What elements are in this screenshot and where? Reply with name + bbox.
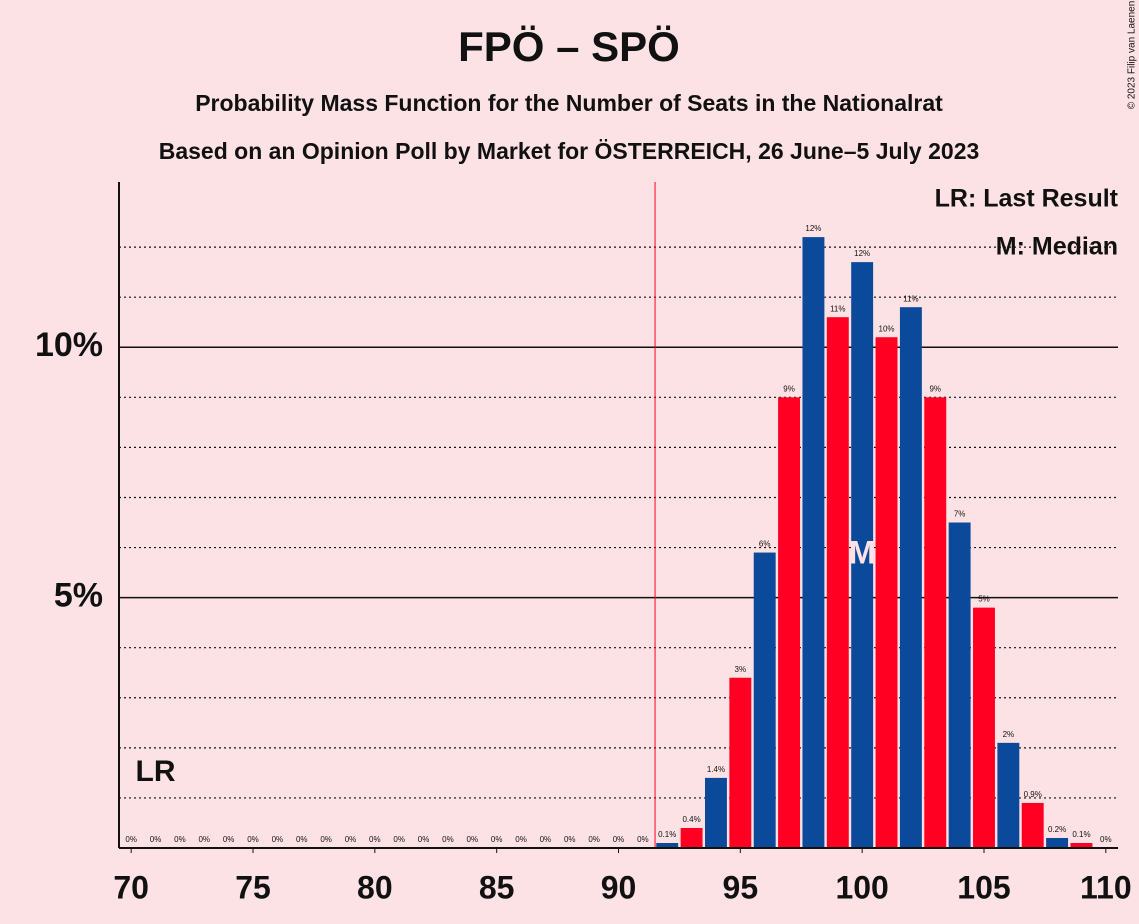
- bar: [680, 827, 703, 848]
- value-label: 0%: [369, 835, 381, 844]
- bar: [729, 677, 752, 848]
- x-tick-label: 85: [479, 869, 515, 905]
- value-label: 0%: [198, 835, 210, 844]
- value-label: 0.1%: [1072, 830, 1090, 839]
- value-label: 0.4%: [682, 815, 700, 824]
- bar: [875, 337, 898, 848]
- value-label: 5%: [978, 595, 990, 604]
- bar: [1046, 837, 1069, 848]
- bar: [656, 842, 679, 848]
- value-label: 1.4%: [707, 765, 725, 774]
- copyright: © 2023 Filip van Laenen: [1127, 1, 1138, 110]
- x-tick-label: 80: [357, 869, 393, 905]
- bar: [973, 607, 995, 848]
- value-label: 0.2%: [1048, 825, 1066, 834]
- bar: [924, 397, 947, 848]
- value-label: 0%: [125, 835, 137, 844]
- bar: [899, 307, 922, 848]
- last-result-label: LR: [136, 755, 176, 788]
- chart-title: FPÖ – SPÖ: [458, 23, 680, 70]
- value-label: 0%: [393, 835, 405, 844]
- y-tick-label: 5%: [54, 577, 103, 615]
- bar: [1070, 842, 1093, 848]
- value-label: 0%: [272, 835, 284, 844]
- value-label: 0%: [320, 835, 332, 844]
- value-label: 12%: [805, 224, 821, 233]
- value-label: 0%: [174, 835, 186, 844]
- value-label: 0%: [223, 835, 235, 844]
- value-label: 0%: [442, 835, 454, 844]
- x-tick-label: 110: [1080, 869, 1132, 905]
- chart-subtitle: Based on an Opinion Poll by Market for Ö…: [159, 138, 980, 164]
- bar: [778, 397, 801, 848]
- median-marker: M: [849, 535, 876, 571]
- value-label: 0%: [515, 835, 527, 844]
- bar: [753, 552, 776, 848]
- x-tick-label: 100: [835, 869, 888, 905]
- value-label: 0%: [1100, 835, 1112, 844]
- x-tick-label: 90: [601, 869, 637, 905]
- value-label: 0%: [540, 835, 552, 844]
- value-label: 11%: [903, 294, 918, 303]
- value-label: 0%: [588, 835, 600, 844]
- value-label: 9%: [783, 384, 795, 393]
- value-label: 3%: [735, 665, 747, 674]
- value-label: 6%: [759, 540, 771, 549]
- bar: [704, 777, 727, 848]
- value-label: 0%: [418, 835, 430, 844]
- value-label: 0%: [150, 835, 162, 844]
- y-tick-label: 10%: [35, 326, 103, 364]
- value-label: 0%: [247, 835, 259, 844]
- value-label: 0.1%: [658, 830, 676, 839]
- value-label: 0%: [296, 835, 308, 844]
- value-label: 2%: [1003, 730, 1015, 739]
- x-tick-label: 75: [235, 869, 271, 905]
- value-label: 0%: [491, 835, 503, 844]
- x-tick-label: 105: [957, 869, 1010, 905]
- legend-entry: M: Median: [996, 233, 1118, 261]
- value-label: 9%: [929, 384, 941, 393]
- bar: [826, 317, 849, 848]
- value-label: 0%: [613, 835, 625, 844]
- value-label: 0.9%: [1024, 790, 1042, 799]
- bar: [802, 237, 825, 848]
- value-label: 11%: [830, 304, 845, 313]
- bar: [851, 262, 874, 848]
- value-label: 7%: [954, 510, 966, 519]
- legend-entry: LR: Last Result: [935, 185, 1119, 213]
- value-label: 0%: [564, 835, 576, 844]
- chart-subtitle: Probability Mass Function for the Number…: [195, 90, 943, 116]
- bar: [1021, 802, 1044, 848]
- bar: [948, 522, 971, 848]
- x-tick-label: 95: [723, 869, 759, 905]
- value-label: 12%: [854, 249, 870, 258]
- value-label: 10%: [879, 324, 895, 333]
- value-label: 0%: [467, 835, 479, 844]
- x-tick-label: 70: [113, 869, 149, 905]
- value-label: 0%: [637, 835, 649, 844]
- bar: [997, 742, 1020, 848]
- value-label: 0%: [345, 835, 357, 844]
